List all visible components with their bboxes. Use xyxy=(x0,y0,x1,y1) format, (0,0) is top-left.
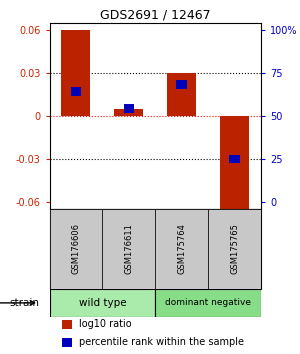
Bar xyxy=(167,73,196,116)
Bar xyxy=(220,116,249,209)
Bar xyxy=(50,289,155,317)
Title: GDS2691 / 12467: GDS2691 / 12467 xyxy=(100,9,211,22)
Text: GSM176611: GSM176611 xyxy=(124,223,133,274)
Bar xyxy=(61,30,91,116)
Bar xyxy=(208,209,261,289)
Text: log10 ratio: log10 ratio xyxy=(79,319,132,329)
Bar xyxy=(50,209,102,289)
Bar xyxy=(124,104,134,113)
Bar xyxy=(71,87,81,96)
Text: wild type: wild type xyxy=(79,298,126,308)
Text: percentile rank within the sample: percentile rank within the sample xyxy=(79,337,244,348)
Bar xyxy=(62,320,72,329)
Text: dominant negative: dominant negative xyxy=(165,298,251,307)
Bar xyxy=(229,155,240,163)
Bar xyxy=(102,209,155,289)
Bar xyxy=(155,209,208,289)
Bar xyxy=(176,80,187,89)
Text: strain: strain xyxy=(9,298,39,308)
Text: GSM175765: GSM175765 xyxy=(230,223,239,274)
Text: GSM176606: GSM176606 xyxy=(71,223,80,274)
Bar xyxy=(62,338,72,347)
Bar xyxy=(155,289,261,317)
Text: GSM175764: GSM175764 xyxy=(177,223,186,274)
Bar xyxy=(114,109,143,116)
